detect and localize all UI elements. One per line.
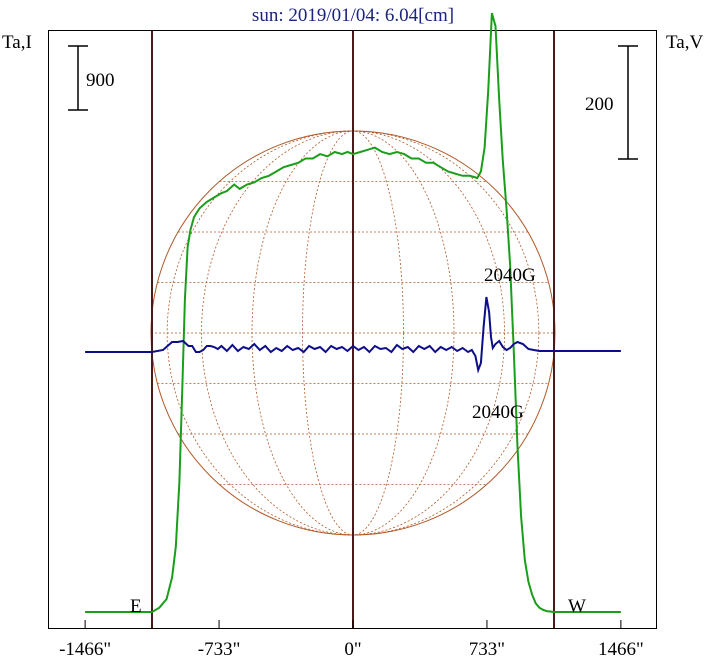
intensity-peak-annotation: 2040G bbox=[484, 265, 536, 286]
polarization-peak-annotation: 2040G bbox=[472, 402, 524, 423]
x-tick-label: 1466" bbox=[598, 639, 644, 660]
left-axis-label: Ta,I bbox=[2, 32, 32, 53]
left-scale-bar bbox=[68, 45, 88, 111]
chart-title: sun: 2019/01/04: 6.04[cm] bbox=[252, 5, 454, 26]
right-axis-label: Ta,V bbox=[666, 32, 703, 53]
right-scale-bar bbox=[618, 45, 638, 160]
polarization-series-line bbox=[85, 296, 621, 374]
x-axis-ticks: -1466" -733" 0" 733" 1466" bbox=[59, 620, 644, 660]
right-scale-value: 200 bbox=[585, 94, 614, 115]
limb-markers bbox=[151, 31, 555, 628]
x-tick-label: 0" bbox=[344, 639, 361, 660]
x-tick-label: -733" bbox=[198, 639, 241, 660]
x-tick-label: -1466" bbox=[59, 639, 111, 660]
plot-frame bbox=[48, 30, 657, 629]
east-limb-label: E bbox=[130, 596, 142, 617]
intensity-series-line bbox=[85, 12, 621, 613]
x-tick-label: 733" bbox=[469, 639, 505, 660]
left-scale-value: 900 bbox=[86, 70, 115, 91]
west-limb-label: W bbox=[568, 596, 586, 617]
